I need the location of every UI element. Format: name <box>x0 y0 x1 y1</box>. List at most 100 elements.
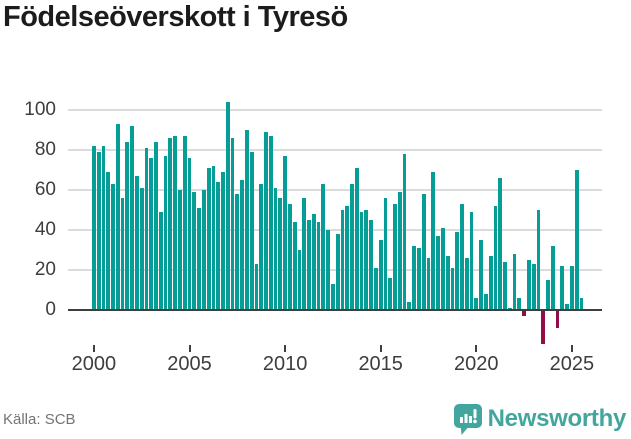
bar <box>92 146 96 310</box>
bar <box>412 246 417 310</box>
x-axis-label: 2015 <box>358 353 403 375</box>
bar <box>216 182 221 310</box>
bar <box>268 136 273 310</box>
bar <box>235 194 240 310</box>
bar <box>354 168 359 310</box>
bar <box>182 136 187 310</box>
bar <box>440 228 445 310</box>
bar <box>302 198 307 310</box>
bar <box>436 236 440 310</box>
bar <box>221 172 225 310</box>
bar <box>498 178 503 310</box>
bar <box>417 248 421 310</box>
bar <box>106 172 111 310</box>
bar <box>331 284 335 310</box>
bar <box>168 138 173 310</box>
bar <box>254 264 259 310</box>
bar <box>192 192 197 310</box>
x-axis-tick <box>379 345 382 352</box>
bar <box>493 206 498 310</box>
bar <box>201 190 206 310</box>
bar <box>383 198 388 310</box>
bar <box>158 212 163 310</box>
newsworthy-wordmark: Newsworthy <box>487 405 627 432</box>
bar <box>321 184 326 310</box>
bar <box>144 148 149 310</box>
bar <box>211 166 216 310</box>
bar <box>488 256 493 310</box>
gridline <box>68 229 602 231</box>
bar <box>464 258 469 310</box>
bar <box>479 240 483 310</box>
bar <box>340 210 345 310</box>
bar <box>135 176 139 310</box>
bar <box>225 102 230 310</box>
x-axis-label: 2000 <box>71 353 117 375</box>
x-axis-label: 2020 <box>454 353 499 375</box>
bar <box>316 222 321 310</box>
y-axis-label: 0 <box>45 299 56 320</box>
bar <box>230 138 235 310</box>
gridline <box>68 269 602 271</box>
bar <box>407 302 412 310</box>
newsworthy-logo: Newsworthy <box>453 403 627 435</box>
bar <box>273 188 278 310</box>
bar <box>206 168 211 310</box>
bar <box>187 158 192 310</box>
bar <box>345 206 350 310</box>
x-axis-tick <box>475 345 478 352</box>
bar <box>565 304 570 310</box>
bar <box>546 280 550 310</box>
bar <box>326 230 331 310</box>
bar <box>163 156 168 310</box>
bar <box>483 294 488 310</box>
bar <box>469 212 474 310</box>
bar <box>364 210 369 310</box>
bar <box>111 184 115 310</box>
bar-negative <box>522 310 526 316</box>
bar <box>426 258 431 310</box>
gridline <box>68 189 602 191</box>
bar <box>101 146 106 310</box>
bar <box>455 232 460 310</box>
newsworthy-logo-icon <box>453 403 482 435</box>
bar <box>292 222 297 310</box>
bar <box>560 266 565 310</box>
x-axis-tick <box>284 345 287 352</box>
x-axis-label: 2025 <box>549 353 595 375</box>
bar <box>240 180 244 310</box>
bar <box>178 190 182 310</box>
bar <box>283 156 287 310</box>
bar <box>287 204 292 310</box>
bar <box>550 246 555 310</box>
bar <box>397 192 402 310</box>
x-axis-label: 2005 <box>167 353 212 375</box>
bar <box>503 262 507 310</box>
bar <box>249 152 254 310</box>
bar <box>536 210 541 310</box>
bar <box>173 136 178 310</box>
y-axis-label: 40 <box>34 219 56 240</box>
bar <box>244 130 249 310</box>
bar <box>378 240 383 310</box>
bar <box>154 142 158 310</box>
bar <box>445 256 450 310</box>
bar <box>388 278 393 310</box>
y-axis-label: 80 <box>34 139 56 160</box>
bar <box>421 194 426 310</box>
bar <box>460 204 464 310</box>
bar <box>297 250 302 310</box>
bar <box>450 268 455 310</box>
bar <box>125 142 130 310</box>
gridline <box>68 149 602 151</box>
bar <box>531 264 536 310</box>
bar <box>139 188 144 310</box>
y-axis-label: 100 <box>24 99 56 120</box>
bar <box>350 184 354 310</box>
y-axis-label: 60 <box>34 179 56 200</box>
gridline <box>68 109 602 111</box>
bar <box>259 184 264 310</box>
y-axis-label: 20 <box>34 259 56 280</box>
bar <box>517 298 522 310</box>
